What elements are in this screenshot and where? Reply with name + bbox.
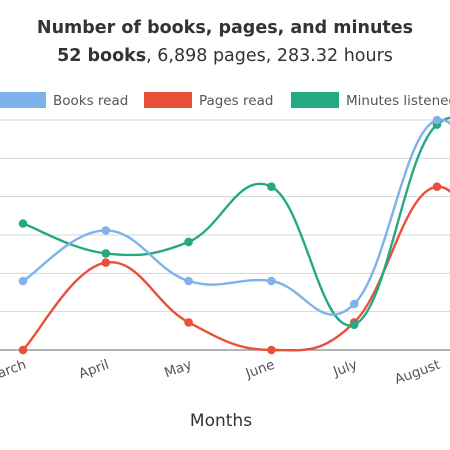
- legend-swatch-books-read: [0, 92, 46, 108]
- x-tick-label-april: April: [77, 357, 111, 383]
- subtitle-books: 52 books: [57, 46, 147, 66]
- data-point-books-read-march: [18, 276, 28, 286]
- data-point-minutes-listened-july: [349, 320, 359, 330]
- data-point-books-read-august: [432, 115, 442, 125]
- data-point-pages-read-march: [18, 345, 28, 355]
- data-point-minutes-listened-may: [184, 237, 193, 247]
- legend-item-pages-read: Pages read: [144, 92, 273, 109]
- data-point-pages-read-august: [432, 182, 442, 191]
- series-pages-read: [18, 182, 450, 355]
- data-point-books-read-june: [267, 276, 276, 286]
- series-line-pages-read: [22, 185, 450, 352]
- data-point-books-read-april: [101, 226, 111, 235]
- x-tick-label-august: August: [392, 357, 442, 388]
- x-tick-label-may: May: [162, 357, 194, 382]
- series-minutes-listened: [18, 116, 450, 330]
- subtitle-rest: , 6,898 pages, 283.32 hours: [146, 46, 393, 66]
- legend-label-pages-read: Pages read: [199, 93, 273, 109]
- legend-swatch-pages-read: [144, 92, 192, 108]
- legend-item-minutes-listened: Minutes listened: [291, 92, 450, 109]
- legend-label-minutes-listened: Minutes listened: [346, 93, 450, 109]
- legend-label-books-read: Books read: [53, 93, 128, 109]
- data-point-pages-read-may: [184, 318, 193, 327]
- gridlines: [0, 119, 450, 351]
- data-point-minutes-listened-march: [18, 219, 28, 228]
- series-books-read: [18, 115, 450, 316]
- data-point-books-read-july: [349, 299, 359, 309]
- chart-title: Number of books, pages, and minutes: [36, 18, 414, 38]
- chart-subtitle: 52 books, 6,898 pages, 283.32 hours: [0, 46, 450, 66]
- data-point-minutes-listened-april: [101, 249, 111, 258]
- data-point-pages-read-april: [101, 258, 111, 267]
- legend-swatch-minutes-listened: [291, 92, 339, 108]
- series-line-minutes-listened: [22, 116, 450, 327]
- data-point-minutes-listened-june: [267, 182, 276, 191]
- x-tick-label-march: March: [0, 357, 28, 386]
- data-point-books-read-may: [184, 276, 193, 286]
- x-tick-label-july: July: [330, 357, 359, 381]
- legend: Books read Pages read Minutes listened: [0, 92, 450, 109]
- legend-item-books-read: Books read: [0, 92, 128, 109]
- x-tick-label-june: June: [243, 357, 277, 382]
- series-line-books-read: [22, 118, 450, 316]
- x-axis-label: Months: [190, 411, 252, 431]
- data-point-pages-read-june: [267, 345, 276, 355]
